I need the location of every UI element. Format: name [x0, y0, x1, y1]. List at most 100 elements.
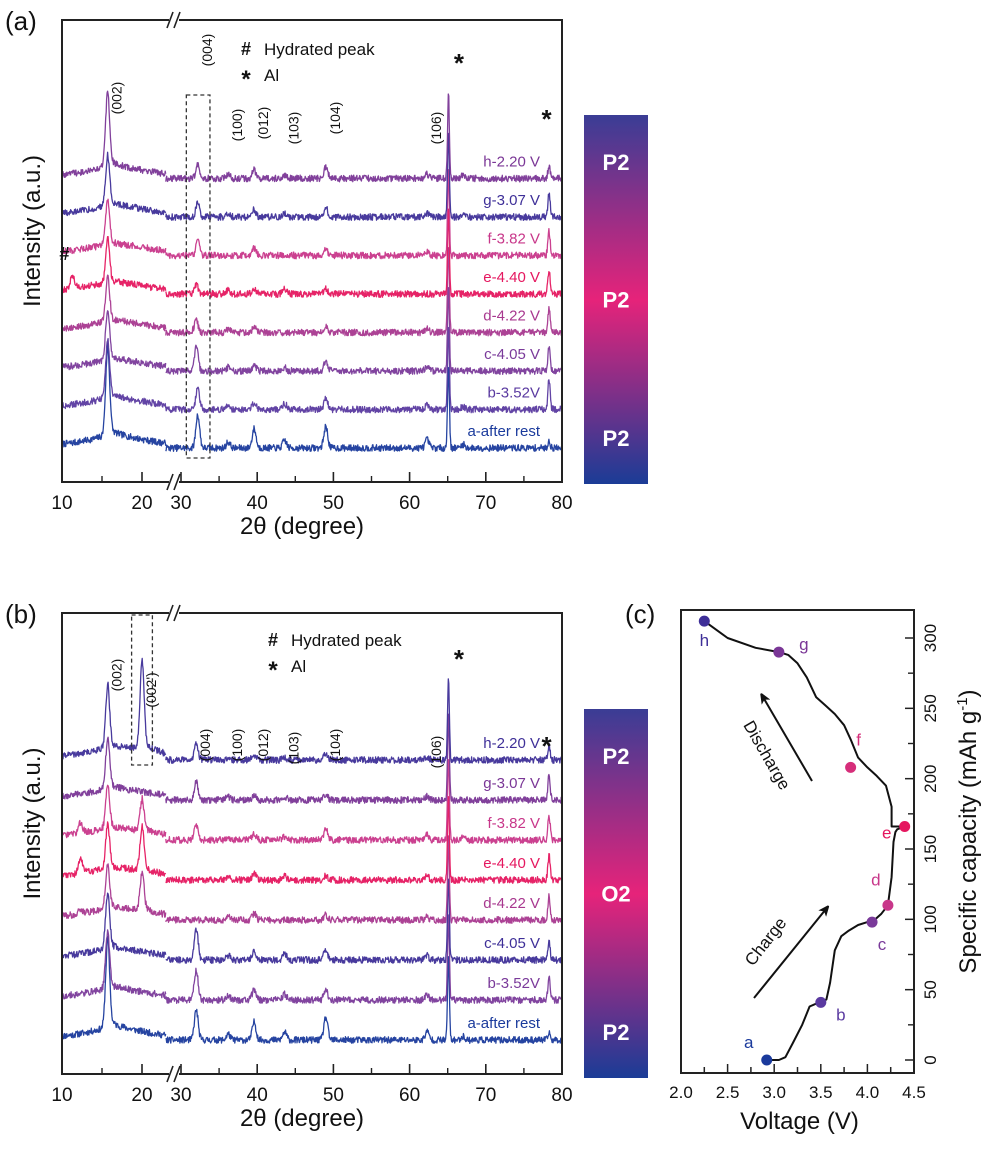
y-tick-label: 50 — [921, 980, 940, 999]
phase-color-bar — [584, 115, 648, 484]
dashed-highlight-box — [130, 614, 154, 766]
state-point-label: h — [700, 631, 709, 650]
series-line-h — [63, 90, 561, 183]
series-line-b — [63, 326, 561, 414]
axis-break-gap-top — [169, 610, 179, 616]
series-line-f — [63, 758, 561, 844]
charge-arrow-icon — [753, 909, 826, 999]
series-label: a-after rest — [467, 1015, 540, 1032]
peak-label: (103) — [286, 112, 302, 145]
x-tick-label: 30 — [170, 493, 191, 514]
peak-label: (106) — [428, 736, 444, 769]
x-axis-label: Voltage (V) — [740, 1108, 859, 1135]
series-line-e — [63, 795, 561, 884]
peak-label: (100) — [229, 729, 245, 762]
state-point-label: c — [878, 935, 887, 954]
x-tick-label: 50 — [323, 493, 344, 514]
x-tick-label: 4.5 — [902, 1083, 926, 1102]
series-line-h — [63, 657, 561, 764]
peak-label: (002) — [109, 659, 125, 692]
peak-label: (002') — [143, 672, 159, 707]
series-line-b — [63, 914, 561, 1004]
hash-symbol-icon: # — [268, 630, 278, 650]
phase-label: O2 — [601, 882, 630, 907]
x-tick-label: 30 — [170, 1085, 191, 1106]
state-point-label: f — [856, 730, 861, 749]
hash-symbol-icon: # — [241, 39, 251, 59]
y-axis-label: Specific capacity (mAh g-1) — [954, 689, 982, 973]
asterisk-symbol-icon: * — [268, 657, 278, 684]
y-tick-label: 250 — [921, 694, 940, 722]
panel-label-a: (a) — [5, 6, 37, 36]
discharge-annotation: Discharge — [739, 717, 794, 793]
axis-break-mark — [166, 11, 174, 29]
x-tick-label: 40 — [247, 493, 268, 514]
axis-break-gap-bottom — [169, 1071, 179, 1077]
plot-frame — [61, 612, 563, 1075]
panel-label-c: (c) — [625, 599, 655, 629]
x-tick-label: 20 — [131, 1085, 152, 1106]
peak-label: (004) — [199, 34, 215, 67]
y-axis-label-superscript: -1 — [954, 697, 971, 710]
discharge-arrow-icon — [763, 697, 813, 782]
legend-label: Hydrated peak — [264, 40, 375, 59]
peak-label: (100) — [229, 109, 245, 142]
al-peak-marker: * — [542, 731, 553, 761]
y-axis-label-main: Specific capacity (mAh g — [955, 711, 982, 974]
y-tick-label: 0 — [921, 1055, 940, 1064]
series-label: a-after rest — [467, 423, 540, 440]
asterisk-symbol-icon: * — [241, 66, 251, 93]
state-point-e — [899, 820, 911, 832]
axis-break-gap-top — [169, 17, 179, 23]
series-group — [63, 90, 561, 452]
peak-label: (012) — [255, 107, 271, 140]
phase-label: P2 — [603, 1020, 630, 1045]
axis-break-mark — [166, 1065, 174, 1083]
series-label: h-2.20 V — [483, 735, 540, 752]
panel-b-xrd: 10 20 30 40 50 60 70 80 2θ (degree) Intensity (a.… — [19, 604, 648, 1132]
x-tick-label: 3.5 — [809, 1083, 833, 1102]
series-line-d — [63, 246, 561, 337]
state-point-label: b — [836, 1005, 845, 1024]
y-axis-label: Intensity (a.u.) — [19, 747, 46, 899]
state-point-b — [815, 996, 827, 1008]
x-axis-label: 2θ (degree) — [240, 1105, 364, 1132]
phase-label: P2 — [603, 744, 630, 769]
series-label: d-4.22 V — [483, 895, 540, 912]
panel-c-capacity-voltage: 2.0 2.5 3.0 3.5 4.0 4.5 Voltage (V) 0 50 100 150 20… — [669, 609, 982, 1135]
x-tick-label: 3.0 — [762, 1083, 786, 1102]
series-label: g-3.07 V — [483, 775, 540, 792]
x-tick-label: 20 — [131, 493, 152, 514]
al-peak-marker: * — [454, 644, 465, 674]
phase-color-bar — [584, 709, 648, 1078]
state-point-c — [866, 916, 878, 928]
legend-label: Al — [264, 66, 279, 85]
x-tick-label: 70 — [475, 493, 496, 514]
x-tick-label: 2.5 — [716, 1083, 740, 1102]
al-peak-marker: * — [454, 48, 465, 78]
x-tick-label: 60 — [399, 1085, 420, 1106]
series-label: f-3.82 V — [487, 815, 540, 832]
series-line-g — [63, 713, 561, 804]
state-point-a — [761, 1054, 773, 1066]
series-label: e-4.40 V — [483, 855, 540, 872]
x-tick-label: 80 — [551, 493, 572, 514]
phase-label: P2 — [603, 426, 630, 451]
series-line-f — [63, 169, 561, 260]
state-point-label: a — [744, 1033, 754, 1052]
series-line-d — [63, 835, 561, 924]
series-label: h-2.20 V — [483, 154, 540, 171]
capacity-voltage-curve — [703, 620, 906, 1061]
series-line-c — [63, 878, 561, 964]
hydrated-peak-marker: # — [59, 244, 69, 264]
x-axis-label: 2θ (degree) — [240, 513, 364, 540]
axis-break-mark — [166, 604, 174, 622]
peak-label: (002) — [109, 82, 125, 115]
phase-label: P2 — [603, 288, 630, 313]
x-tick-label: 4.0 — [856, 1083, 880, 1102]
peak-label: (106) — [428, 112, 444, 145]
series-label: g-3.07 V — [483, 192, 540, 209]
legend-label: Al — [291, 657, 306, 676]
peak-label: (004) — [197, 729, 213, 762]
